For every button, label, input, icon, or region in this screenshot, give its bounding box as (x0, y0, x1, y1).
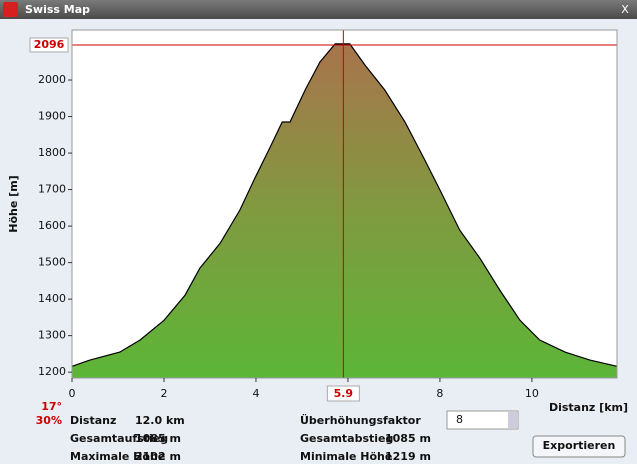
x-tick-label: 2 (160, 387, 167, 400)
cursor-y-box (29, 37, 69, 53)
factor-value: 8 (456, 413, 463, 426)
stat-label: Gesamtabstieg (300, 432, 393, 445)
y-tick-label: 1700 (38, 183, 66, 196)
slope-degree: 17° (41, 400, 62, 413)
y-tick-label: 1600 (38, 219, 66, 232)
y-tick-label: 1300 (38, 329, 66, 342)
slope-percent: 30% (36, 414, 62, 427)
window-title: Swiss Map (25, 3, 90, 16)
y-tick-label: 1400 (38, 292, 66, 305)
stat-label: Distanz (70, 414, 116, 427)
stat-value: 1085 m (135, 432, 181, 445)
y-tick-label: 1800 (38, 146, 66, 159)
cursor-x-box (326, 385, 360, 402)
elevation-line (71, 43, 618, 367)
y-tick-label: 1500 (38, 256, 66, 269)
app-icon (3, 2, 18, 17)
y-tick-label: 1900 (38, 110, 66, 123)
stat-label: Maximale Höhe (70, 450, 165, 463)
stat-value: 12.0 km (135, 414, 185, 427)
stat-label: Minimale Höhe (300, 450, 392, 463)
plot-border (71, 29, 618, 379)
close-button[interactable]: X (621, 3, 629, 16)
y-tick-label: 1200 (38, 365, 66, 378)
stat-label: Gesamtaufstieg (70, 432, 168, 445)
spinner-arrows[interactable] (508, 412, 517, 428)
stat-value: 1219 m (385, 450, 431, 463)
x-tick-label: 0 (69, 387, 76, 400)
x-tick-label: 10 (525, 387, 539, 400)
x-tick-label: 4 (252, 387, 259, 400)
cursor-y-label: 2096 (34, 38, 65, 51)
y-tick-label: 2000 (38, 73, 66, 86)
export-button[interactable] (532, 435, 626, 458)
stat-value: 1085 m (385, 432, 431, 445)
x-tick-label: 8 (436, 387, 443, 400)
x-axis-label: Distanz [km] (549, 401, 628, 414)
stat-value: 2102 m (135, 450, 181, 463)
export-button-label: Exportieren (543, 439, 616, 452)
elevation-area (72, 43, 617, 379)
title-bar (0, 0, 637, 19)
cursor-x-label: 5.9 (334, 387, 354, 400)
stat-label: Überhöhungsfaktor (300, 413, 421, 427)
y-axis-label: Höhe [m] (7, 175, 20, 232)
factor-spinner[interactable] (446, 410, 519, 430)
